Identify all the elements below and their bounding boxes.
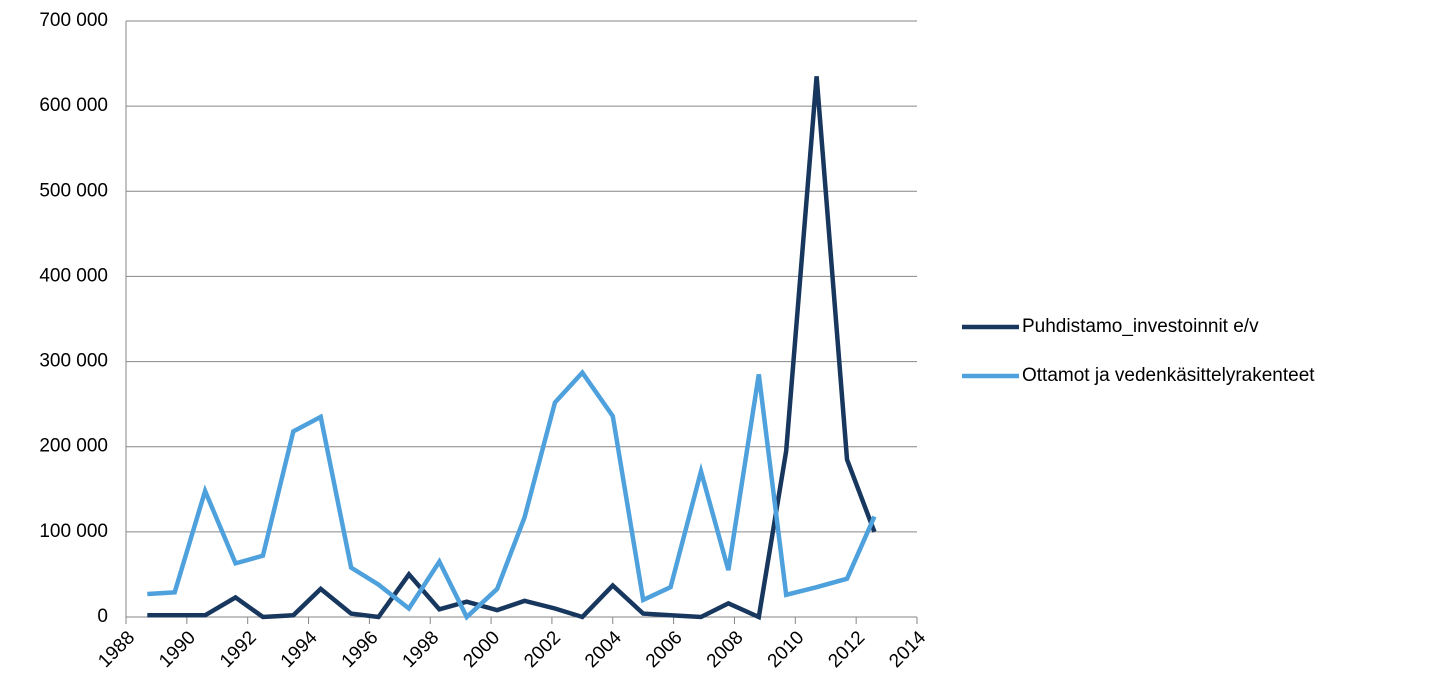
series-line bbox=[147, 369, 877, 621]
x-tick-label: 1998 bbox=[399, 627, 444, 672]
x-tick-label: 1994 bbox=[277, 627, 322, 672]
x-tick-label: 2014 bbox=[885, 627, 930, 672]
y-tick-label: 100 000 bbox=[39, 521, 108, 542]
series-line bbox=[147, 76, 877, 621]
y-tick-label: 700 000 bbox=[39, 10, 108, 31]
y-tick-label: 0 bbox=[97, 606, 108, 627]
y-tick-label: 600 000 bbox=[39, 95, 108, 116]
y-tick-label: 200 000 bbox=[39, 436, 108, 457]
x-tick-label: 2010 bbox=[764, 627, 809, 672]
legend-label: Ottamot ja vedenkäsittelyrakenteet bbox=[1022, 365, 1315, 386]
x-tick-label: 1996 bbox=[338, 627, 383, 672]
x-tick-label: 2002 bbox=[520, 627, 565, 672]
x-tick-label: 2008 bbox=[703, 627, 748, 672]
x-tick-label: 1992 bbox=[216, 627, 261, 672]
x-tick-label: 1988 bbox=[94, 627, 139, 672]
x-tick-label: 2004 bbox=[581, 627, 626, 672]
x-tick-label: 1990 bbox=[155, 627, 200, 672]
y-tick-label: 300 000 bbox=[39, 351, 108, 372]
y-tick-label: 500 000 bbox=[39, 180, 108, 201]
y-tick-label: 400 000 bbox=[39, 265, 108, 286]
x-tick-label: 2006 bbox=[642, 627, 687, 672]
legend-label: Puhdistamo_investoinnit e/v bbox=[1022, 316, 1259, 337]
x-tick-label: 2000 bbox=[459, 627, 504, 672]
x-tick-label: 2012 bbox=[824, 627, 869, 672]
